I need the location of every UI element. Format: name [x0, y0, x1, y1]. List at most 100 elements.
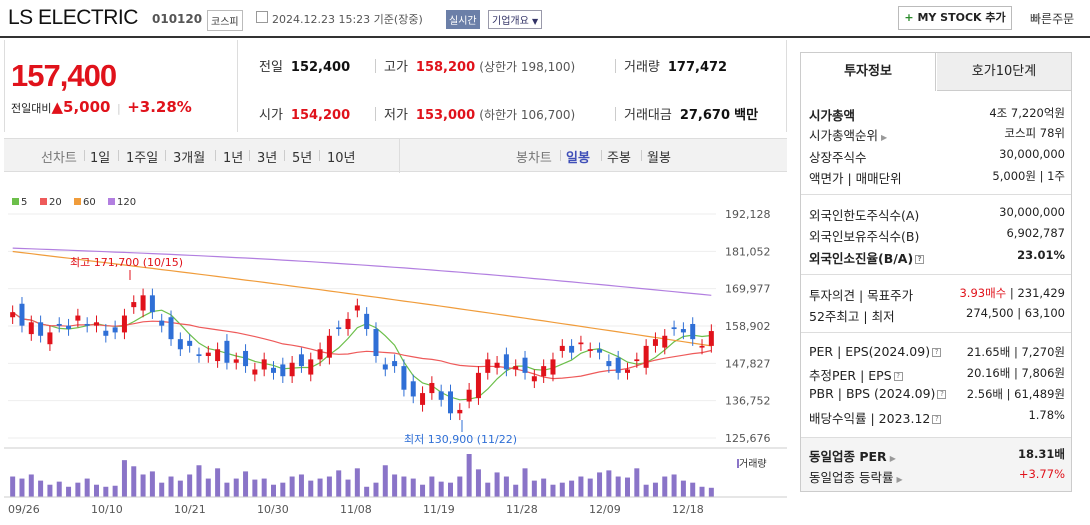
tab-period-1w[interactable]: 1주일: [126, 151, 159, 166]
volume-bar: [103, 486, 109, 497]
tab-daily[interactable]: 일봉: [566, 151, 590, 166]
tab-invest-info[interactable]: 투자정보: [801, 53, 936, 91]
volume-bar: [121, 460, 127, 497]
price-change: 전일대비▲5,000 | +3.28%: [11, 98, 192, 116]
high-value: 158,200: [415, 60, 476, 75]
volume-bar: [410, 478, 416, 497]
per-value: 21.65배 | 7,270원: [966, 345, 1065, 359]
candle-body: [597, 349, 603, 353]
market-cap-label: 시가총액: [809, 108, 856, 123]
shares-row: 상장주식수 30,000,000: [809, 147, 1065, 167]
amount-value: 27,670: [679, 108, 731, 123]
volume-bar: [215, 468, 221, 497]
day-low: 저가 153,000 (하한가 106,700): [384, 104, 575, 123]
x-tick-label: 10/21: [174, 503, 206, 516]
est-per-row: 추정PER | EPS? 20.16배 | 7,806원: [809, 365, 1065, 385]
est-per-value: 20.16배 | 7,806원: [966, 366, 1065, 380]
corp-info-dropdown[interactable]: 기업개요 ▼: [488, 10, 543, 29]
volume-bar: [420, 484, 426, 497]
volume-bar: [438, 481, 444, 497]
ma-line-60: [12, 250, 712, 347]
help-icon[interactable]: ?: [932, 415, 942, 424]
volume-bar: [513, 484, 519, 497]
peer-rate-row[interactable]: 동일업종 등락률 ▶ +3.77%: [809, 467, 1065, 487]
add-mystock-button[interactable]: + MY STOCK 추가: [898, 6, 1012, 30]
volume-bar: [326, 476, 332, 497]
candle-body: [84, 323, 90, 326]
peer-rate-label: 동일업종 등락률: [809, 470, 894, 485]
volume-bar: [10, 476, 16, 497]
volume-bar: [140, 474, 146, 497]
y-tick-label: 192,128: [725, 208, 771, 221]
volume-bar: [112, 485, 118, 497]
y-tick-label: 169,977: [725, 283, 771, 296]
tab-monthly[interactable]: 월봉: [647, 151, 671, 166]
corp-info-label: 기업개요: [492, 16, 529, 27]
tab-period-3y[interactable]: 3년: [257, 151, 278, 166]
est-per-label: 추정PER | EPS: [809, 368, 892, 383]
volume-bar: [401, 476, 407, 497]
volume-bar: [708, 487, 714, 497]
volume-bar: [177, 480, 183, 497]
w52-row: 52주최고 | 최저 274,500 | 63,100: [809, 306, 1065, 326]
volume-bar: [131, 466, 137, 497]
candle-body: [47, 332, 53, 345]
candle-body: [215, 349, 221, 362]
volume-bar: [643, 484, 649, 497]
foreign-limit-value: 30,000,000: [999, 205, 1065, 219]
opinion-sep: |: [1009, 286, 1014, 300]
tab-weekly[interactable]: 주봉: [607, 151, 631, 166]
open-price: 시가 154,200: [259, 104, 350, 123]
candle-body: [243, 350, 249, 367]
quote-datetime: 2024.12.23 15:23 기준(장중): [272, 13, 423, 26]
volume-bar: [690, 482, 696, 497]
tab-period-1y[interactable]: 1년: [223, 151, 244, 166]
volume-bar: [522, 468, 528, 497]
peer-per-row[interactable]: 동일업종 PER ▶ 18.31배: [809, 446, 1065, 466]
volume-bar: [699, 486, 705, 497]
volume-bar: [634, 468, 640, 497]
target-price: 231,429: [1017, 286, 1065, 300]
candle-body: [680, 329, 686, 333]
help-icon[interactable]: ?: [937, 390, 947, 399]
x-tick-label: 11/19: [423, 503, 455, 516]
par-label: 액면가 | 매매단위: [809, 171, 902, 186]
pbr-row: PBR | BPS (2024.09)? 2.56배 | 61,489원: [809, 386, 1065, 406]
candle-body: [280, 364, 286, 377]
cap-rank-row[interactable]: 시가총액순위 ▶ 코스피 78위: [809, 125, 1065, 145]
tab-period-10y[interactable]: 10년: [327, 151, 356, 166]
prev-value: 152,400: [290, 60, 351, 75]
candle-body: [233, 359, 239, 363]
volume-bar: [271, 484, 276, 497]
candle-body: [56, 323, 62, 326]
tab-hoga[interactable]: 호가10단계: [937, 53, 1071, 91]
w52-label: 52주최고 | 최저: [809, 309, 895, 324]
x-tick-label: 10/30: [257, 503, 289, 516]
volume-bar: [364, 486, 370, 497]
divider: [165, 150, 166, 161]
tab-period-5y[interactable]: 5년: [292, 151, 313, 166]
realtime-button[interactable]: 실시간: [446, 10, 480, 29]
candle-body: [103, 330, 109, 336]
fast-order-link[interactable]: 빠른주문: [1030, 12, 1075, 26]
foreign-ratio-row: 외국인소진율(B/A)? 23.01%: [809, 248, 1065, 268]
help-icon[interactable]: ?: [893, 372, 903, 381]
tab-period-3m[interactable]: 3개월: [173, 151, 206, 166]
volume-bar: [196, 465, 202, 497]
chart-svg: 5 20 60 120 192,128 181,052 169,977 158,902…: [4, 197, 787, 516]
market-cap-value: 4조 7,220억원: [989, 106, 1065, 120]
candle-body: [261, 359, 267, 370]
market-badge: 코스피: [207, 10, 243, 31]
candle-body: [652, 339, 658, 346]
tab-period-1d[interactable]: 1일: [90, 151, 111, 166]
help-icon[interactable]: ?: [915, 255, 925, 264]
legend-swatch-60: [74, 198, 81, 205]
candle-body: [699, 345, 705, 348]
help-icon[interactable]: ?: [932, 348, 942, 357]
candle-body: [121, 315, 127, 333]
price-chart[interactable]: 5 20 60 120 192,128 181,052 169,977 158,902…: [4, 186, 787, 521]
volume-bar: [597, 472, 603, 497]
candle-body: [373, 329, 379, 357]
pbr-label-wrap: PBR | BPS (2024.09)?: [809, 386, 947, 401]
volume-bar: [94, 484, 99, 497]
